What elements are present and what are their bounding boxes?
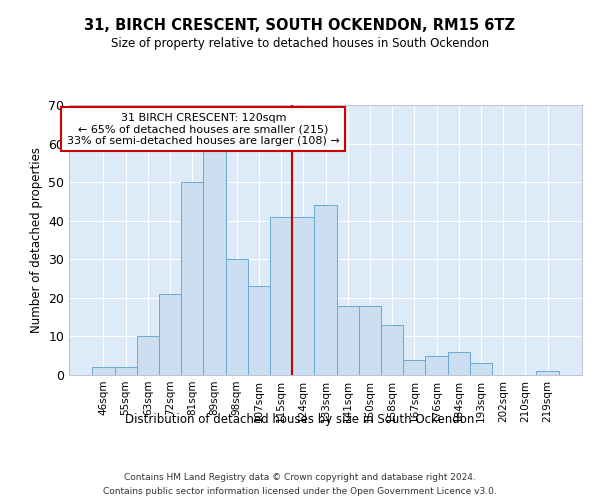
Bar <box>270 217 292 375</box>
Bar <box>248 286 270 375</box>
Bar <box>137 336 159 375</box>
Bar <box>425 356 448 375</box>
Text: 31 BIRCH CRESCENT: 120sqm
← 65% of detached houses are smaller (215)
33% of semi: 31 BIRCH CRESCENT: 120sqm ← 65% of detac… <box>67 112 340 146</box>
Bar <box>203 152 226 375</box>
Y-axis label: Number of detached properties: Number of detached properties <box>29 147 43 333</box>
Bar <box>536 371 559 375</box>
Text: Distribution of detached houses by size in South Ockendon: Distribution of detached houses by size … <box>125 412 475 426</box>
Bar <box>448 352 470 375</box>
Bar <box>159 294 181 375</box>
Text: Size of property relative to detached houses in South Ockendon: Size of property relative to detached ho… <box>111 38 489 51</box>
Bar <box>359 306 381 375</box>
Bar <box>115 368 137 375</box>
Bar <box>314 206 337 375</box>
Bar <box>92 368 115 375</box>
Bar <box>403 360 425 375</box>
Bar <box>337 306 359 375</box>
Bar <box>470 364 492 375</box>
Text: Contains public sector information licensed under the Open Government Licence v3: Contains public sector information licen… <box>103 488 497 496</box>
Bar <box>292 217 314 375</box>
Text: 31, BIRCH CRESCENT, SOUTH OCKENDON, RM15 6TZ: 31, BIRCH CRESCENT, SOUTH OCKENDON, RM15… <box>85 18 515 32</box>
Text: Contains HM Land Registry data © Crown copyright and database right 2024.: Contains HM Land Registry data © Crown c… <box>124 472 476 482</box>
Bar <box>226 260 248 375</box>
Bar <box>381 325 403 375</box>
Bar <box>181 182 203 375</box>
